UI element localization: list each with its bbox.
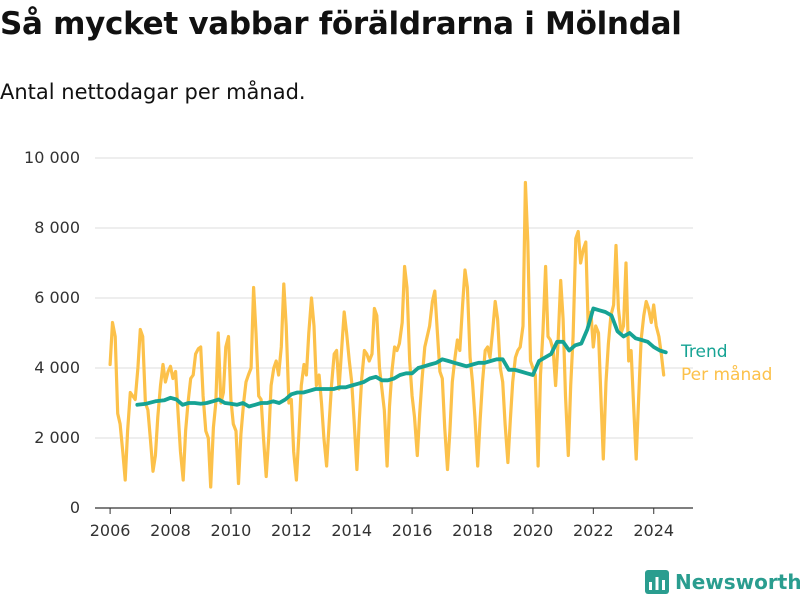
chart-subtitle: Antal nettodagar per månad.	[0, 80, 306, 104]
x-tick-label: 2008	[150, 521, 191, 540]
chart-title: Så mycket vabbar föräldrarna i Mölndal	[0, 6, 682, 42]
y-tick-label: 4 000	[34, 358, 80, 377]
y-tick-label: 6 000	[34, 288, 80, 307]
x-tick-label: 2014	[331, 521, 372, 540]
series-line-per-manad	[108, 180, 666, 489]
y-tick-label: 8 000	[34, 218, 80, 237]
series-label-per-manad: Per månad	[681, 364, 772, 385]
brand-name: Newsworthy	[675, 570, 800, 594]
x-tick-label: 2010	[211, 521, 252, 540]
y-tick-label: 2 000	[34, 428, 80, 447]
x-tick-label: 2024	[633, 521, 674, 540]
x-tick-label: 2020	[513, 521, 554, 540]
x-tick-label: 2012	[271, 521, 312, 540]
series-label-trend: Trend	[680, 342, 728, 362]
series-line-trend	[135, 306, 668, 409]
x-tick-label: 2018	[452, 521, 493, 540]
bar-chart-logo-icon	[645, 570, 669, 594]
y-tick-label: 10 000	[24, 148, 80, 167]
x-tick-label: 2022	[573, 521, 614, 540]
brand-logo: Newsworthy	[645, 570, 800, 594]
y-tick-label: 0	[70, 498, 80, 517]
x-tick-label: 2016	[392, 521, 433, 540]
x-tick-label: 2006	[90, 521, 131, 540]
